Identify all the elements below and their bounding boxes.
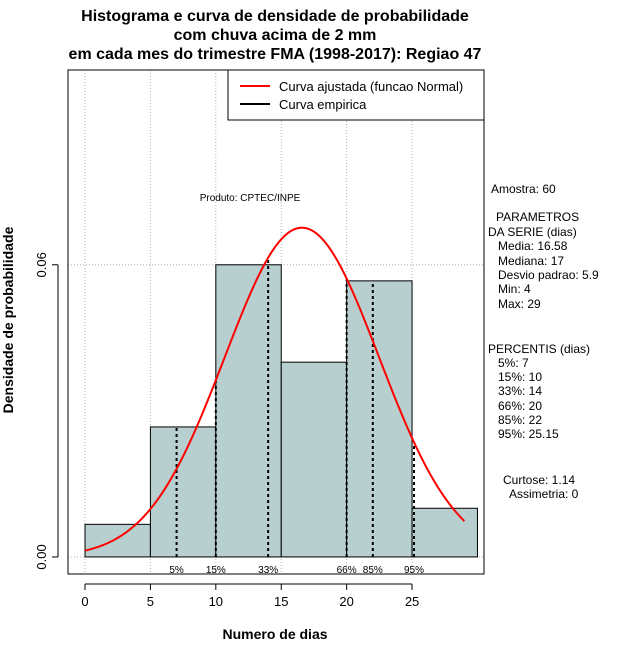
histogram-bar xyxy=(346,280,413,558)
stat-curtose: Curtose: 1.14 xyxy=(503,473,575,487)
stat-params-header-2: DA SERIE (dias) xyxy=(488,225,577,239)
x-tick-label: 25 xyxy=(405,594,419,609)
stat-amostra: Amostra: 60 xyxy=(491,182,556,196)
percentile-label: 85% xyxy=(363,565,383,576)
stat-assimetria: Assimetria: 0 xyxy=(509,487,579,501)
stat-media: Media: 16.58 xyxy=(498,239,568,253)
x-tick-label: 5 xyxy=(147,594,154,609)
percentile-label: 33% xyxy=(258,565,278,576)
legend-label-normal: Curva ajustada (funcao Normal) xyxy=(279,79,463,94)
y-axis-title: Densidade de probabilidade xyxy=(0,226,16,413)
legend-box xyxy=(227,69,485,121)
stat-p85: 85%: 22 xyxy=(498,413,542,427)
percentile-label: 66% xyxy=(337,565,357,576)
histogram-bar xyxy=(411,507,478,558)
histogram-bar xyxy=(84,523,151,558)
percentile-label: 95% xyxy=(404,565,424,576)
percentile-label: 15% xyxy=(206,565,226,576)
legend: Curva ajustada (funcao Normal) Curva emp… xyxy=(227,69,485,121)
y-tick-label: 0.00 xyxy=(34,544,49,569)
normal-curve-layer xyxy=(84,226,466,552)
axes: 0 5 10 15 20 25 0.00 0.06 xyxy=(34,252,419,609)
histogram-bar xyxy=(215,264,282,558)
x-tick-label: 0 xyxy=(81,594,88,609)
stat-p5: 5%: 7 xyxy=(498,356,529,370)
stat-desvio: Desvio padrao: 5.9 xyxy=(498,268,599,282)
stat-percentis-header: PERCENTIS (dias) xyxy=(488,342,590,356)
stat-p66: 66%: 20 xyxy=(498,399,542,413)
chart-title-line-3: em cada mes do trimestre FMA (1998-2017)… xyxy=(69,46,482,63)
y-tick-label: 0.06 xyxy=(34,252,49,277)
x-tick-label: 10 xyxy=(209,594,223,609)
stats-panel: Amostra: 60 PARAMETROS DA SERIE (dias) M… xyxy=(488,182,599,501)
chart-title-line-1: Histograma e curva de densidade de proba… xyxy=(81,8,469,25)
stat-p15: 15%: 10 xyxy=(498,370,542,384)
stat-mediana: Mediana: 17 xyxy=(498,254,564,268)
product-annotation: Produto: CPTEC/INPE xyxy=(200,193,301,204)
histogram-bar xyxy=(149,426,217,558)
stat-p33: 33%: 14 xyxy=(498,384,542,398)
x-tick-label: 15 xyxy=(274,594,288,609)
percentile-lines: 5% 15% 33% 66% 85% 95% xyxy=(169,257,424,576)
x-axis-title: Numero de dias xyxy=(222,626,327,642)
legend-label-empirical: Curva empirica xyxy=(279,97,367,112)
histogram-bar xyxy=(280,361,348,558)
stat-params-header-1: PARAMETROS xyxy=(496,210,579,224)
stat-p95: 95%: 25.15 xyxy=(498,427,559,441)
stat-max: Max: 29 xyxy=(498,297,541,311)
normal-curve xyxy=(84,226,466,552)
chart-title-line-2: com chuva acima de 2 mm xyxy=(174,27,377,44)
x-tick-label: 20 xyxy=(339,594,353,609)
histogram-bars xyxy=(84,264,478,558)
percentile-label: 5% xyxy=(169,565,184,576)
stat-min: Min: 4 xyxy=(498,282,531,296)
